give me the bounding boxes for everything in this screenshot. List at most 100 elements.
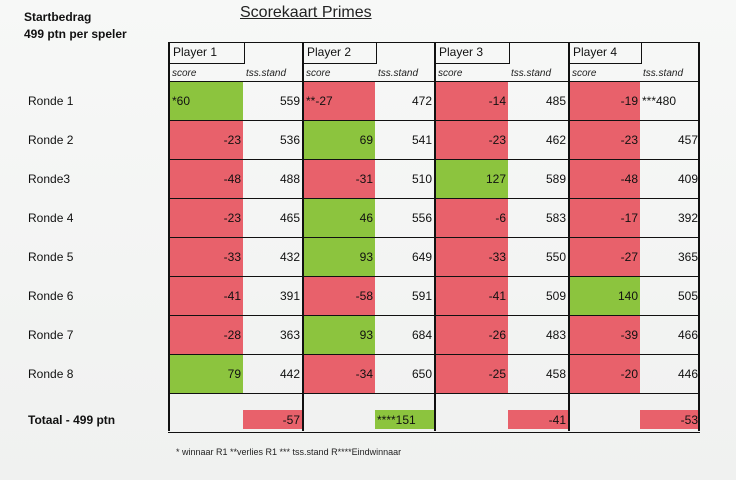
stand-column-label: tss.stand [246, 68, 287, 79]
player-header-3: Player 3 [436, 42, 510, 64]
stand-cell: 466 [677, 328, 698, 342]
start-amount-label: Startbedrag [24, 10, 92, 24]
stand-cell: 684 [411, 328, 432, 342]
stand-cell: 536 [279, 133, 300, 147]
round-label: Ronde3 [28, 172, 71, 186]
total-cell: -57 [243, 410, 302, 429]
round-label: Ronde 5 [28, 250, 74, 264]
footnote: * winnaar R1 **verlies R1 *** tss.stand … [176, 447, 402, 457]
score-cell: -23 [436, 121, 508, 159]
score-cell: -27 [570, 238, 640, 276]
score-cell: 93 [304, 316, 375, 354]
round-label: Ronde 7 [28, 328, 74, 342]
score-cell: -23 [570, 121, 640, 159]
score-column-label: score [438, 68, 463, 79]
row-divider [168, 81, 700, 82]
stand-cell: 391 [279, 289, 300, 303]
score-cell: *60 [170, 82, 243, 120]
score-cell: -28 [170, 316, 243, 354]
stand-cell: 583 [545, 211, 566, 225]
stand-cell: 505 [677, 289, 698, 303]
total-label: Totaal - 499 ptn [28, 413, 116, 427]
score-cell: -33 [436, 238, 508, 276]
stand-cell: ***480 [642, 94, 677, 108]
row-divider [168, 120, 700, 121]
score-cell: -31 [304, 160, 375, 198]
score-cell: -25 [436, 355, 508, 393]
stand-cell: 462 [545, 133, 566, 147]
stand-cell: 649 [411, 250, 432, 264]
score-cell: -48 [170, 160, 243, 198]
row-divider [168, 198, 700, 199]
player-header-1: Player 1 [170, 42, 245, 64]
stand-column-label: tss.stand [511, 68, 552, 79]
row-divider [168, 237, 700, 238]
column-divider [568, 42, 570, 431]
row-divider [168, 159, 700, 160]
score-cell: -33 [170, 238, 243, 276]
row-divider [168, 354, 700, 355]
stand-cell: 458 [545, 367, 566, 381]
stand-cell: 650 [411, 367, 432, 381]
stand-cell: 363 [279, 328, 300, 342]
total-cell: -53 [640, 410, 700, 429]
stand-cell: 488 [279, 172, 300, 186]
stand-cell: 550 [545, 250, 566, 264]
stand-cell: 392 [677, 211, 698, 225]
stand-column-label: tss.stand [643, 68, 684, 79]
score-cell: -19 [570, 82, 640, 120]
stand-cell: 365 [677, 250, 698, 264]
row-divider [168, 42, 700, 43]
round-label: Ronde 2 [28, 133, 74, 147]
stand-cell: 589 [545, 172, 566, 186]
score-column-label: score [572, 68, 597, 79]
column-divider [168, 42, 170, 431]
stand-cell: 442 [279, 367, 300, 381]
stand-cell: 541 [411, 133, 432, 147]
row-divider [168, 315, 700, 316]
stand-cell: 556 [411, 211, 432, 225]
score-cell: -26 [436, 316, 508, 354]
stand-cell: 409 [677, 172, 698, 186]
stand-cell: 559 [279, 94, 300, 108]
stand-cell: 509 [545, 289, 566, 303]
stand-cell: 446 [677, 367, 698, 381]
row-divider [168, 393, 700, 394]
score-cell: -58 [304, 277, 375, 315]
score-column-label: score [172, 68, 197, 79]
start-amount: Startbedrag 499 ptn per speler [24, 9, 127, 43]
score-cell: -6 [436, 199, 508, 237]
stand-cell: 465 [279, 211, 300, 225]
column-divider [434, 42, 436, 431]
stand-column-label: tss.stand [378, 68, 419, 79]
total-cell: -41 [508, 410, 568, 429]
score-cell: 140 [570, 277, 640, 315]
column-divider [302, 42, 304, 431]
score-cell: -23 [170, 121, 243, 159]
score-column-label: score [306, 68, 331, 79]
page-title: Scorekaart Primes [240, 4, 372, 21]
score-cell: -20 [570, 355, 640, 393]
player-header-2: Player 2 [304, 42, 377, 64]
player-header-4: Player 4 [570, 42, 642, 64]
stand-cell: 483 [545, 328, 566, 342]
round-label: Ronde 1 [28, 94, 74, 108]
start-amount-value: 499 ptn per speler [24, 27, 127, 41]
stand-cell: 510 [411, 172, 432, 186]
score-cell: -34 [304, 355, 375, 393]
score-cell: 127 [436, 160, 508, 198]
score-cell: 46 [304, 199, 375, 237]
score-cell: -48 [570, 160, 640, 198]
score-cell: -17 [570, 199, 640, 237]
score-grid: Player 1 score tss.stand Player 2 score tss.s… [168, 42, 700, 436]
stand-cell: 591 [411, 289, 432, 303]
round-label: Ronde 6 [28, 289, 74, 303]
row-divider [168, 432, 700, 433]
round-label: Ronde 4 [28, 211, 74, 225]
score-cell: 79 [170, 355, 243, 393]
stand-cell: 457 [677, 133, 698, 147]
total-cell: ****151 [375, 410, 434, 429]
round-label: Ronde 8 [28, 367, 74, 381]
score-cell: -14 [436, 82, 508, 120]
